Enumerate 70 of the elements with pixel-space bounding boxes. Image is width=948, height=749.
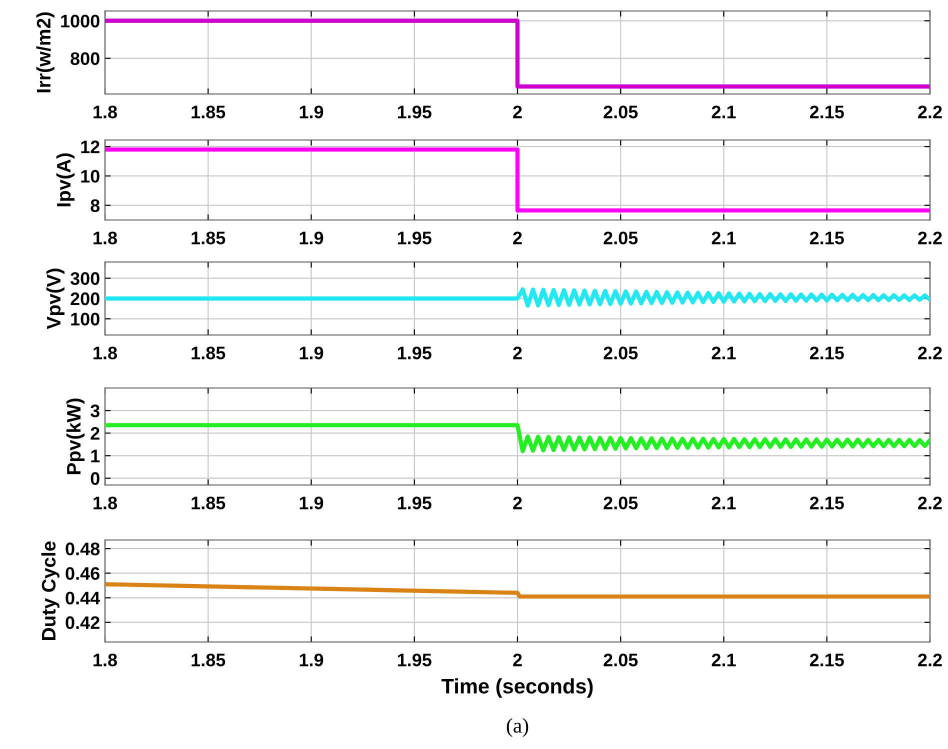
x-tick-label: 1.8 [94, 496, 117, 510]
y-tick-label: 12 [81, 140, 100, 154]
x-tick-label: 1.9 [300, 346, 324, 360]
x-tick-label: 2.05 [604, 496, 638, 510]
y-tick-label: 2 [90, 427, 100, 440]
y-axis-title: Ipv(A) [56, 153, 74, 206]
x-tick-label: 2.2 [918, 654, 942, 666]
x-tick-label: 2.2 [918, 106, 942, 118]
y-tick-label: 1000 [61, 14, 100, 28]
x-tick-label: 2 [513, 346, 522, 360]
x-tick-label: 2.2 [918, 496, 942, 510]
x-tick-label: 1.9 [300, 654, 324, 666]
x-tick-label: 1.85 [192, 232, 226, 244]
x-tick-label: 1.85 [192, 106, 226, 118]
y-axis-title: Vpv(V) [46, 268, 64, 330]
x-tick-label: 2.05 [604, 346, 638, 360]
y-tick-label: 100 [71, 312, 100, 326]
y-tick-label: 8 [90, 199, 100, 212]
x-axis-title: Time (seconds) [442, 678, 593, 698]
text: (a) [506, 718, 528, 737]
y-tick-label: 0 [90, 472, 100, 485]
x-tick-label: 2 [513, 106, 522, 118]
x-tick-label: 1.95 [398, 232, 432, 244]
y-axis-title: Irr(w/m2) [36, 12, 54, 92]
y-tick-label: 0.48 [66, 542, 100, 556]
x-tick-label: 2.05 [604, 232, 638, 244]
x-tick-label: 2.1 [712, 346, 736, 360]
x-tick-label: 2.1 [712, 232, 736, 244]
x-tick-label: 1.95 [398, 106, 432, 118]
x-tick-label: 2.2 [918, 232, 942, 244]
y-tick-label: 1 [91, 450, 100, 462]
x-tick-label: 1.8 [94, 106, 117, 118]
x-tick-label: 1.85 [192, 654, 226, 666]
x-tick-label: 1.8 [94, 232, 117, 244]
x-tick-label: 2.1 [712, 496, 736, 510]
y-axis-title: Ppv(kW) [66, 398, 85, 474]
line-series [105, 423, 930, 454]
x-tick-label: 1.95 [398, 496, 432, 510]
x-tick-label: 2.1 [712, 654, 736, 666]
x-tick-label: 1.8 [94, 654, 117, 666]
y-tick-label: 10 [81, 170, 100, 183]
x-tick-label: 2 [513, 654, 522, 666]
x-tick-label: 2.15 [810, 106, 844, 118]
x-tick-label: 1.85 [192, 346, 226, 360]
y-tick-label: 0.42 [66, 616, 100, 630]
x-tick-label: 2 [513, 232, 522, 244]
x-tick-label: 1.95 [398, 654, 432, 666]
x-tick-label: 2.1 [712, 106, 736, 118]
y-tick-label: 0.46 [66, 567, 100, 580]
y-tick-label: 200 [70, 292, 100, 306]
line-series [105, 287, 930, 308]
x-tick-label: 2.15 [810, 346, 844, 360]
y-tick-label: 0.44 [66, 592, 100, 604]
x-tick-label: 2.15 [810, 496, 844, 510]
x-tick-label: 2 [513, 496, 522, 510]
x-tick-label: 2.05 [604, 654, 638, 666]
x-tick-label: 1.95 [398, 346, 432, 360]
x-tick-label: 2.15 [810, 654, 844, 666]
x-tick-label: 1.9 [300, 106, 324, 118]
x-tick-label: 1.9 [300, 232, 324, 244]
y-tick-label: 800 [70, 52, 100, 66]
x-tick-label: 2.05 [604, 106, 638, 118]
x-tick-label: 1.85 [192, 496, 226, 510]
x-tick-label: 2.2 [918, 346, 942, 360]
y-tick-label: 300 [70, 272, 100, 285]
x-tick-label: 1.9 [300, 496, 324, 510]
y-axis-title: Duty Cycle [41, 541, 60, 640]
x-tick-label: 2.15 [810, 232, 844, 244]
x-tick-label: 1.8 [94, 346, 117, 360]
y-tick-label: 3 [90, 404, 100, 418]
